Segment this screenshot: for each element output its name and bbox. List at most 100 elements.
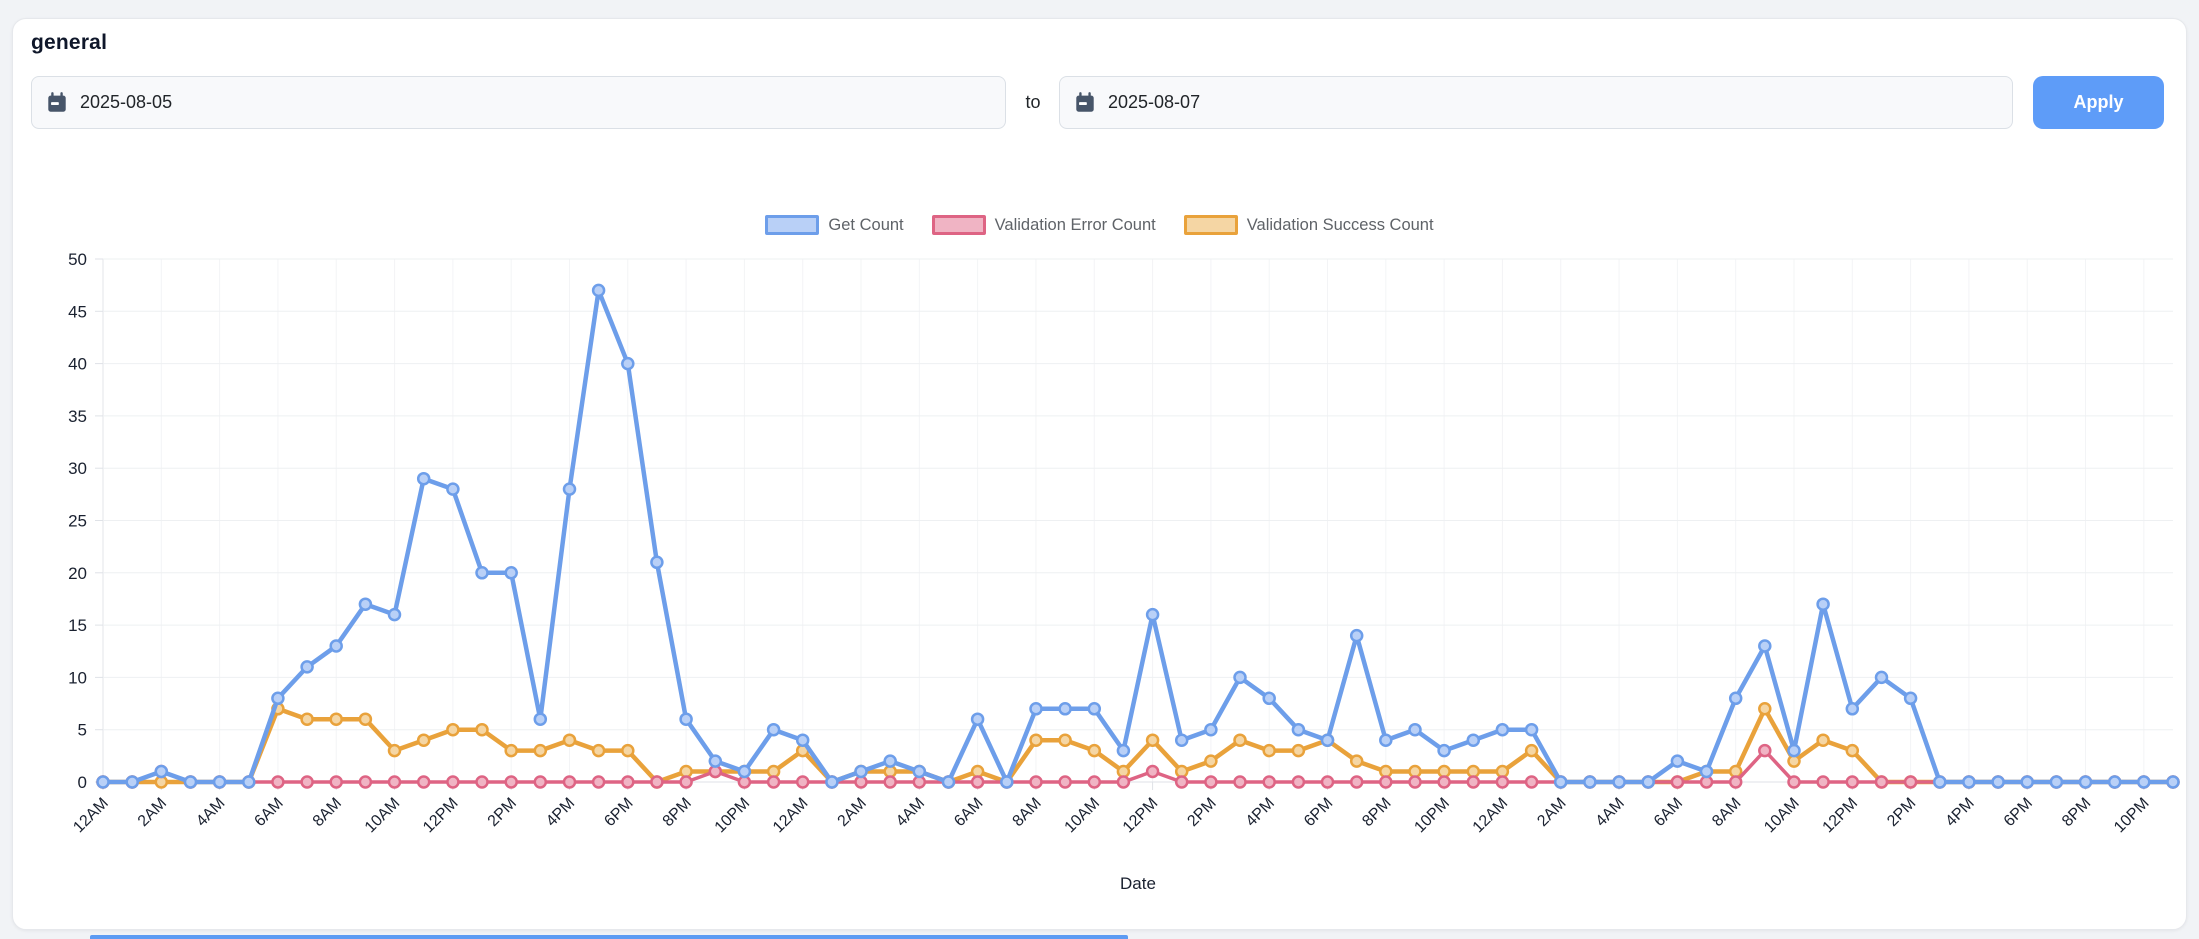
data-point[interactable] — [477, 724, 488, 735]
data-point[interactable] — [302, 661, 313, 672]
legend-item-validation-error-count[interactable]: Validation Error Count — [932, 215, 1156, 235]
data-point[interactable] — [477, 777, 488, 788]
data-point[interactable] — [1089, 703, 1100, 714]
data-point[interactable] — [185, 777, 196, 788]
data-point[interactable] — [272, 777, 283, 788]
data-point[interactable] — [1293, 745, 1304, 756]
start-date-input[interactable] — [31, 76, 1006, 129]
data-point[interactable] — [1031, 735, 1042, 746]
data-point[interactable] — [418, 473, 429, 484]
data-point[interactable] — [972, 777, 983, 788]
data-point[interactable] — [1235, 777, 1246, 788]
data-point[interactable] — [1963, 777, 1974, 788]
data-point[interactable] — [1118, 777, 1129, 788]
data-point[interactable] — [1468, 735, 1479, 746]
data-point[interactable] — [98, 777, 109, 788]
data-point[interactable] — [622, 777, 633, 788]
data-point[interactable] — [1818, 599, 1829, 610]
data-point[interactable] — [1060, 777, 1071, 788]
data-point[interactable] — [127, 777, 138, 788]
data-point[interactable] — [1351, 630, 1362, 641]
data-point[interactable] — [1847, 703, 1858, 714]
data-point[interactable] — [535, 777, 546, 788]
data-point[interactable] — [535, 714, 546, 725]
data-point[interactable] — [1439, 745, 1450, 756]
data-point[interactable] — [1993, 777, 2004, 788]
data-point[interactable] — [826, 777, 837, 788]
data-point[interactable] — [389, 745, 400, 756]
data-point[interactable] — [681, 777, 692, 788]
data-point[interactable] — [856, 766, 867, 777]
data-point[interactable] — [272, 693, 283, 704]
data-point[interactable] — [360, 777, 371, 788]
data-point[interactable] — [2168, 777, 2179, 788]
data-point[interactable] — [243, 777, 254, 788]
data-point[interactable] — [1905, 777, 1916, 788]
data-point[interactable] — [1089, 745, 1100, 756]
data-point[interactable] — [797, 777, 808, 788]
start-date-value[interactable] — [80, 92, 991, 113]
data-point[interactable] — [1584, 777, 1595, 788]
data-point[interactable] — [1118, 745, 1129, 756]
data-point[interactable] — [1205, 777, 1216, 788]
data-point[interactable] — [1322, 777, 1333, 788]
data-point[interactable] — [156, 766, 167, 777]
data-point[interactable] — [1410, 777, 1421, 788]
data-point[interactable] — [681, 714, 692, 725]
legend-item-validation-success-count[interactable]: Validation Success Count — [1184, 215, 1434, 235]
data-point[interactable] — [214, 777, 225, 788]
data-point[interactable] — [1031, 777, 1042, 788]
data-point[interactable] — [1176, 777, 1187, 788]
data-point[interactable] — [739, 766, 750, 777]
data-point[interactable] — [1876, 672, 1887, 683]
data-point[interactable] — [1672, 777, 1683, 788]
data-point[interactable] — [1410, 724, 1421, 735]
data-point[interactable] — [2138, 777, 2149, 788]
data-point[interactable] — [331, 641, 342, 652]
data-point[interactable] — [2051, 777, 2062, 788]
data-point[interactable] — [1789, 745, 1800, 756]
data-point[interactable] — [331, 714, 342, 725]
data-point[interactable] — [1293, 724, 1304, 735]
data-point[interactable] — [360, 714, 371, 725]
data-point[interactable] — [506, 745, 517, 756]
data-point[interactable] — [797, 735, 808, 746]
data-point[interactable] — [2109, 777, 2120, 788]
data-point[interactable] — [1060, 735, 1071, 746]
data-point[interactable] — [506, 777, 517, 788]
data-point[interactable] — [1351, 756, 1362, 767]
data-point[interactable] — [1147, 609, 1158, 620]
data-point[interactable] — [593, 285, 604, 296]
data-point[interactable] — [1818, 735, 1829, 746]
data-point[interactable] — [1060, 703, 1071, 714]
data-point[interactable] — [1293, 777, 1304, 788]
data-point[interactable] — [1876, 777, 1887, 788]
data-point[interactable] — [651, 557, 662, 568]
data-point[interactable] — [768, 777, 779, 788]
end-date-input[interactable] — [1059, 76, 2013, 129]
data-point[interactable] — [943, 777, 954, 788]
data-point[interactable] — [1847, 777, 1858, 788]
data-point[interactable] — [1614, 777, 1625, 788]
data-point[interactable] — [1264, 777, 1275, 788]
data-point[interactable] — [1205, 724, 1216, 735]
data-point[interactable] — [447, 484, 458, 495]
data-point[interactable] — [1497, 777, 1508, 788]
data-point[interactable] — [506, 567, 517, 578]
data-point[interactable] — [389, 609, 400, 620]
data-point[interactable] — [447, 777, 458, 788]
data-point[interactable] — [1264, 745, 1275, 756]
data-point[interactable] — [418, 777, 429, 788]
data-point[interactable] — [1264, 693, 1275, 704]
data-point[interactable] — [477, 567, 488, 578]
data-point[interactable] — [1235, 735, 1246, 746]
data-point[interactable] — [1089, 777, 1100, 788]
data-point[interactable] — [418, 735, 429, 746]
data-point[interactable] — [1031, 703, 1042, 714]
data-point[interactable] — [593, 745, 604, 756]
data-point[interactable] — [1468, 777, 1479, 788]
data-point[interactable] — [535, 745, 546, 756]
data-point[interactable] — [914, 766, 925, 777]
data-point[interactable] — [1701, 766, 1712, 777]
data-point[interactable] — [622, 745, 633, 756]
